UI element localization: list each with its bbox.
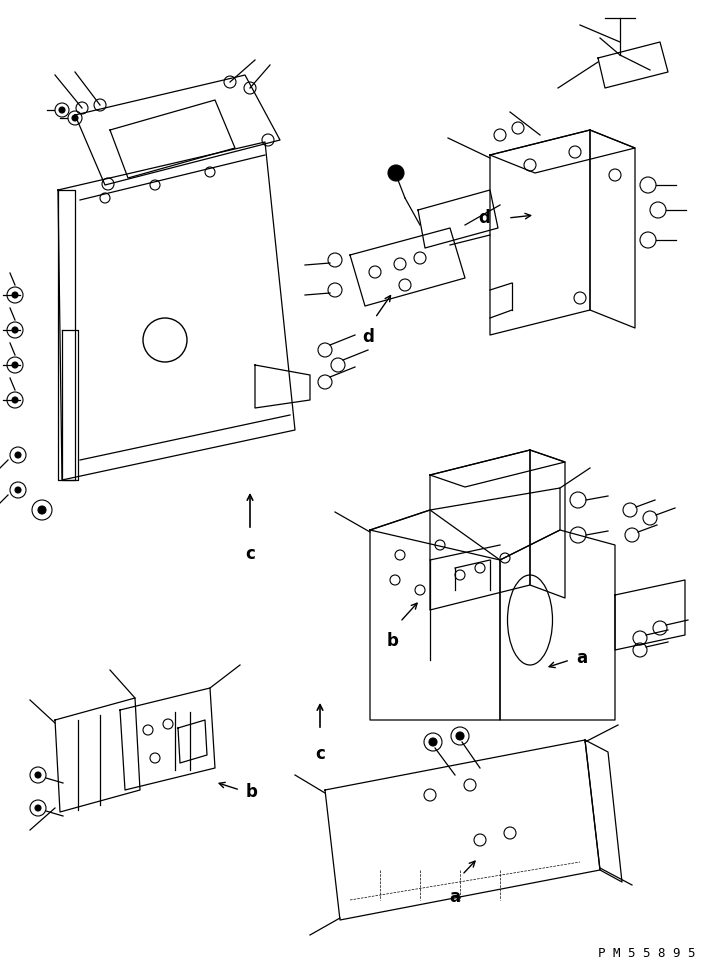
Circle shape [15,487,21,493]
Circle shape [38,506,46,514]
Circle shape [12,292,18,298]
Text: d: d [362,328,374,346]
Text: a: a [449,888,461,906]
Circle shape [12,397,18,403]
Circle shape [35,772,41,778]
Circle shape [35,805,41,811]
Circle shape [429,738,437,746]
Text: c: c [245,545,255,563]
Circle shape [59,107,65,113]
Circle shape [72,115,78,121]
Circle shape [456,732,464,740]
Text: P M 5 5 8 9 5: P M 5 5 8 9 5 [597,947,695,960]
Text: b: b [387,632,399,650]
Text: a: a [577,649,587,667]
Text: c: c [315,745,325,763]
Text: b: b [246,783,258,801]
Circle shape [15,452,21,458]
Circle shape [12,362,18,368]
Text: d: d [478,209,490,227]
Circle shape [388,165,404,181]
Circle shape [12,327,18,333]
